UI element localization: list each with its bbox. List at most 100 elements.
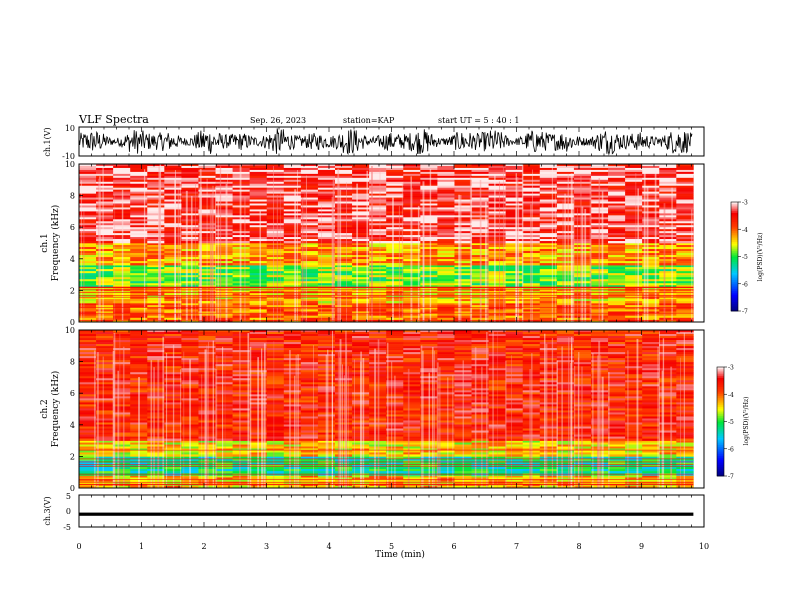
- spectrogram-cell: [676, 227, 694, 230]
- spectrogram-cell: [471, 374, 489, 377]
- spectrogram-cell: [164, 213, 182, 216]
- spectrogram-cell: [642, 265, 660, 268]
- spectrogram-cell: [608, 177, 626, 181]
- spectrogram-cell: [79, 452, 97, 455]
- colorbar-step: [731, 247, 738, 250]
- spectrogram-cell: [659, 301, 677, 304]
- spectrogram-cell: [130, 239, 148, 242]
- spectrogram-cell: [437, 479, 455, 482]
- spectrogram-cell: [215, 181, 233, 185]
- spectrogram-cell: [505, 171, 524, 175]
- spectrogram-cell: [454, 227, 472, 230]
- spectrogram-cell: [505, 233, 524, 236]
- freq-tick-label: 8: [70, 192, 75, 201]
- spectrogram-cell: [215, 261, 233, 264]
- spectrogram-cell: [266, 239, 285, 242]
- spectrogram-cell: [147, 199, 165, 202]
- spectrogram-cell: [454, 249, 472, 252]
- colorbar-step: [731, 218, 738, 221]
- spectrogram-cell: [386, 360, 404, 363]
- spectrogram-cell: [642, 303, 660, 306]
- spectrogram-cell: [505, 251, 524, 254]
- spectrogram-cell: [113, 189, 131, 192]
- spectrogram-cell: [539, 261, 558, 264]
- spectrogram-cell: [420, 225, 438, 228]
- spectrogram-cell: [249, 169, 268, 173]
- spectrogram-cell: [79, 477, 97, 480]
- spectrogram-cell: [539, 179, 558, 183]
- spectrogram-cell: [386, 173, 404, 177]
- spectrogram-cell: [420, 342, 438, 345]
- spectrogram-cell: [249, 225, 268, 228]
- spectrogram-cell: [79, 287, 97, 290]
- colorbar-step: [731, 205, 738, 208]
- spectrogram-striation: [654, 170, 657, 322]
- spectrogram-cell: [215, 332, 233, 335]
- spectrogram-cell: [386, 259, 404, 262]
- spectrogram-cell: [317, 289, 336, 292]
- spectrogram-cell: [403, 364, 421, 367]
- spectrogram-cell: [403, 456, 421, 459]
- spectrogram-cell: [334, 376, 353, 379]
- spectrogram-cell: [96, 221, 114, 224]
- spectrogram-cell: [659, 177, 677, 181]
- spectrogram-cell: [420, 267, 438, 270]
- spectrogram-cell: [283, 475, 302, 478]
- spectrogram-cell: [334, 229, 353, 232]
- spectrogram-cell: [79, 376, 97, 379]
- spectrogram-cell: [249, 354, 268, 357]
- spectrogram-cell: [369, 301, 387, 304]
- spectrogram-cell: [232, 384, 250, 387]
- spectrogram-cell: [488, 442, 506, 445]
- spectrogram-cell: [539, 354, 558, 357]
- spectrogram-cell: [113, 227, 131, 230]
- spectrogram-cell: [573, 165, 592, 169]
- spectrogram-cell: [437, 295, 455, 298]
- spectrogram-cell: [249, 279, 268, 282]
- spectrogram-cell: [147, 207, 165, 210]
- spectrogram-cell: [625, 251, 643, 254]
- colorbar-step: [731, 243, 738, 246]
- spectrogram-cell: [147, 287, 165, 290]
- spectrogram-cell: [454, 165, 472, 169]
- spectrogram-cell: [283, 344, 302, 347]
- spectrogram-cell: [215, 350, 233, 353]
- spectrogram-cell: [113, 450, 131, 453]
- spectrogram-cell: [386, 207, 404, 210]
- spectrogram-cell: [454, 315, 472, 319]
- spectrogram-cell: [317, 259, 336, 262]
- spectrogram-cell: [539, 368, 558, 371]
- spectrogram-cell: [505, 221, 524, 224]
- spectrogram-striation: [521, 164, 524, 322]
- spectrogram-cell: [539, 299, 558, 302]
- colorbar-step: [731, 260, 738, 263]
- spectrogram-cell: [437, 448, 455, 451]
- spectrogram-cell: [113, 315, 131, 319]
- spectrogram-cell: [147, 225, 165, 228]
- spectrogram-cell: [505, 348, 524, 351]
- spectrogram-cell: [454, 251, 472, 254]
- spectrogram-cell: [164, 233, 182, 236]
- spectrogram-cell: [334, 360, 353, 363]
- spectrogram-cell: [471, 469, 489, 472]
- spectrogram-cell: [147, 344, 165, 347]
- spectrogram-cell: [147, 231, 165, 234]
- spectrogram-cell: [642, 169, 660, 173]
- spectrogram-cell: [113, 366, 131, 369]
- spectrogram-cell: [420, 338, 438, 341]
- spectrogram-cell: [642, 362, 660, 365]
- spectrogram-cell: [454, 239, 472, 242]
- spectrogram-cell: [659, 213, 677, 216]
- spectrogram-cell: [386, 197, 404, 200]
- spectrogram-cell: [659, 265, 677, 268]
- spectrogram-cell: [386, 303, 404, 306]
- spectrogram-cell: [625, 444, 643, 447]
- spectrogram-cell: [556, 352, 575, 355]
- spectrogram-cell: [352, 185, 370, 188]
- spectrogram-cell: [317, 334, 336, 337]
- spectrogram-cell: [676, 462, 694, 466]
- spectrogram-cell: [249, 173, 268, 177]
- spectrogram-cell: [215, 352, 233, 355]
- spectrogram-cell: [420, 259, 438, 262]
- spectrogram-cell: [608, 475, 626, 478]
